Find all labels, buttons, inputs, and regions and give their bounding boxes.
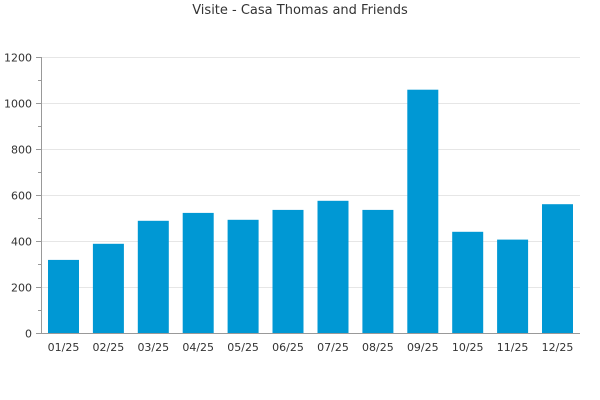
x-tick-label: 12/25: [542, 341, 574, 354]
x-tick-label: 05/25: [227, 341, 259, 354]
tick-labels: 0 200 400 600 800 1000 1200 01/25 02/25 03/25 04/2…: [4, 52, 573, 355]
y-tick-label: 200: [11, 282, 32, 295]
bar-12-25: [542, 204, 573, 333]
x-tick-label: 08/25: [362, 341, 394, 354]
bar-02-25: [92, 243, 124, 333]
bar-05-25: [227, 219, 259, 333]
bar-09-25: [407, 89, 439, 333]
axes: [36, 57, 580, 334]
y-tick-label: 800: [11, 144, 32, 157]
bar-01-25: [48, 259, 79, 333]
bar-06-25: [272, 209, 304, 333]
bar-07-25: [317, 200, 349, 334]
x-tick-label: 01/25: [48, 341, 80, 354]
bar-03-25: [137, 220, 169, 333]
y-tick-label: 600: [11, 190, 32, 203]
y-tick-label: 1200: [4, 52, 32, 65]
x-tick-label: 02/25: [93, 341, 125, 354]
grid-lines: [41, 57, 580, 288]
y-tick-label: 1000: [4, 98, 32, 111]
x-tick-label: 09/25: [407, 341, 439, 354]
bar-04-25: [182, 212, 214, 333]
x-tick-label: 11/25: [497, 341, 529, 354]
bars: [48, 89, 573, 334]
y-tick-label: 0: [25, 328, 32, 341]
bar-10-25: [452, 231, 484, 333]
x-tick-label: 07/25: [317, 341, 349, 354]
x-tick-label: 04/25: [182, 341, 214, 354]
bar-08-25: [362, 209, 394, 333]
x-tick-label: 03/25: [137, 341, 169, 354]
x-tick-label: 06/25: [272, 341, 304, 354]
x-tick-label: 10/25: [452, 341, 484, 354]
y-tick-label: 400: [11, 236, 32, 249]
bar-11-25: [497, 239, 529, 333]
chart-title: Visite - Casa Thomas and Friends: [192, 3, 408, 18]
